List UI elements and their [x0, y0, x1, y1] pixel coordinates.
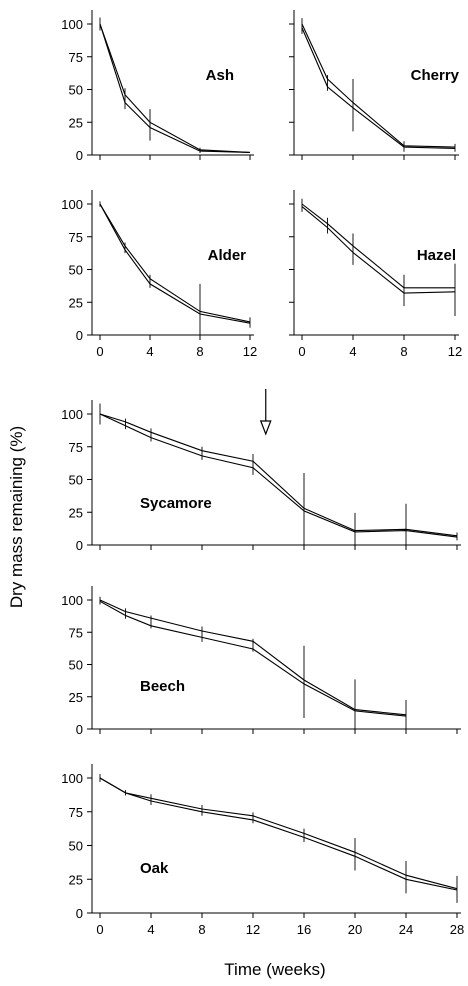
- y-tick-label: 50: [69, 658, 83, 673]
- x-tick-label: 0: [298, 344, 305, 359]
- panel-label: Alder: [208, 247, 247, 264]
- panel-ash: 0 25 50 75 100 Ash: [61, 10, 254, 163]
- x-tick-label: 12: [243, 344, 257, 359]
- x-tick-label: 8: [196, 344, 203, 359]
- y-tick-label: 0: [76, 328, 83, 343]
- panel-beech: 0 25 50 75 100 Beech: [61, 586, 461, 737]
- panel-label: Hazel: [417, 247, 456, 264]
- panel-label: Ash: [206, 67, 234, 84]
- y-tick-label: 50: [69, 263, 83, 278]
- y-tick-label: 100: [61, 17, 83, 32]
- panel-sycamore: 0 25 50 75 100 Sycamore: [61, 389, 461, 553]
- panel-alder: 0 25 50 75 100 0 4 8 12 Alder: [61, 190, 257, 359]
- x-tick-label: 4: [349, 344, 356, 359]
- series-line-2: [301, 27, 456, 149]
- panel-label: Sycamore: [140, 495, 212, 512]
- x-tick-label: 12: [448, 344, 462, 359]
- panel-hazel: 0 4 8 12 Hazel: [289, 190, 462, 359]
- y-tick-label: 100: [61, 593, 83, 608]
- x-tick-label: 4: [147, 922, 154, 937]
- series-line-1: [99, 599, 407, 716]
- y-tick-label: 0: [76, 148, 83, 163]
- panel-label: Beech: [140, 678, 185, 695]
- y-tick-label: 75: [69, 440, 83, 455]
- y-tick-label: 0: [76, 906, 83, 921]
- panel-oak: 0 25 50 75 100 0 4 8 12 16 20 24 28 Oak: [61, 764, 464, 937]
- y-tick-label: 50: [69, 83, 83, 98]
- series-line-2: [99, 413, 458, 538]
- x-tick-label: 16: [297, 922, 311, 937]
- series-line-1: [301, 23, 456, 148]
- x-tick-label: 8: [198, 922, 205, 937]
- series-line-1: [301, 203, 455, 289]
- panel-label: Cherry: [411, 67, 460, 84]
- y-tick-label: 75: [69, 50, 83, 65]
- series-line-2: [99, 600, 407, 717]
- y-tick-label: 25: [69, 872, 83, 887]
- series-line-1: [99, 23, 251, 153]
- y-tick-label: 25: [69, 505, 83, 520]
- x-tick-label: 28: [450, 922, 464, 937]
- x-tick-label: 4: [146, 344, 153, 359]
- x-tick-label: 0: [96, 922, 103, 937]
- y-tick-label: 25: [69, 115, 83, 130]
- arrow-down-icon: [259, 420, 272, 436]
- x-tick-label: 20: [348, 922, 362, 937]
- y-tick-label: 75: [69, 230, 83, 245]
- y-tick-label: 100: [61, 407, 83, 422]
- y-tick-label: 50: [69, 473, 83, 488]
- y-tick-label: 75: [69, 625, 83, 640]
- series-line-1: [99, 413, 458, 537]
- x-tick-label: 24: [399, 922, 413, 937]
- y-tick-label: 50: [69, 839, 83, 854]
- y-tick-label: 25: [69, 690, 83, 705]
- y-tick-label: 100: [61, 197, 83, 212]
- x-tick-label: 0: [96, 344, 103, 359]
- y-tick-label: 25: [69, 295, 83, 310]
- y-axis-title: Dry mass remaining (%): [7, 426, 26, 608]
- y-tick-label: 0: [76, 538, 83, 553]
- y-tick-label: 75: [69, 805, 83, 820]
- y-tick-label: 0: [76, 722, 83, 737]
- y-tick-label: 100: [61, 771, 83, 786]
- panel-cherry: Cherry: [289, 10, 460, 160]
- panel-label: Oak: [140, 860, 169, 877]
- x-axis-title: Time (weeks): [224, 960, 325, 979]
- x-tick-label: 8: [400, 344, 407, 359]
- x-tick-label: 12: [246, 922, 260, 937]
